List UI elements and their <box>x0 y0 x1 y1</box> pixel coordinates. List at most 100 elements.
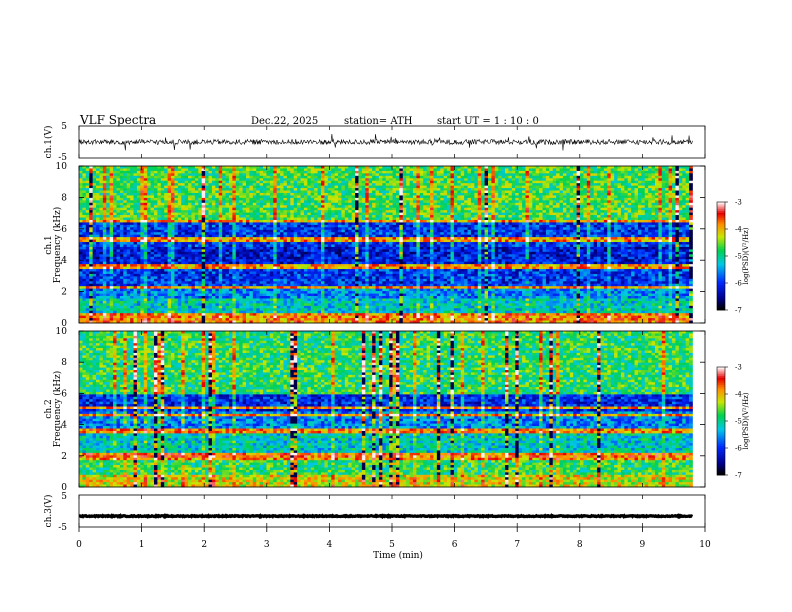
spectrogram-cell <box>689 186 693 189</box>
spectrogram-cell <box>120 176 124 179</box>
spectrogram-cell <box>604 166 608 169</box>
spectrogram-cell <box>669 186 673 189</box>
spectrogram-cell <box>243 178 247 181</box>
spectrogram-cell <box>236 168 240 171</box>
spectrogram-cell <box>413 173 417 176</box>
spectrogram-cell <box>587 176 591 179</box>
spectrogram-cell <box>287 178 291 181</box>
spectrogram-cell <box>430 176 434 179</box>
spectrogram-cell <box>307 168 311 171</box>
spectrogram-cell <box>447 168 451 171</box>
spectrogram-cell <box>236 188 240 191</box>
spectrogram-cell <box>290 173 294 176</box>
spectrogram-cell <box>277 181 281 184</box>
spectrogram-cell <box>379 176 383 179</box>
spectrogram-cell <box>645 168 649 171</box>
spectrogram-cell <box>416 171 420 174</box>
spectrogram-cell <box>321 183 325 186</box>
spectrogram-cell <box>345 188 349 191</box>
spectrogram-cell <box>96 176 100 179</box>
spectrogram-cell <box>226 178 230 181</box>
spectrogram-cell <box>171 186 175 189</box>
spectrogram-cell <box>682 176 686 179</box>
spectrogram-cell <box>457 176 461 179</box>
spectrogram-cell <box>270 188 274 191</box>
spectrogram-cell <box>471 188 475 191</box>
spectrogram-cell <box>324 181 328 184</box>
spectrogram-cell <box>202 176 206 179</box>
spectrogram-cell <box>618 173 622 176</box>
spectrogram-cell <box>171 181 175 184</box>
spectrogram-cell <box>205 166 209 169</box>
spectrogram-cell <box>215 188 219 191</box>
spectrogram-cell <box>624 178 628 181</box>
spectrogram-cell <box>239 186 243 189</box>
spectrogram-cell <box>529 168 533 171</box>
spectrogram-cell <box>587 181 591 184</box>
spectrogram-cell <box>451 176 455 179</box>
spectrogram-cell <box>430 168 434 171</box>
spectrogram-cell <box>110 171 114 174</box>
spectrogram-cell <box>134 168 138 171</box>
spectrogram-cell <box>502 173 506 176</box>
spectrogram-cell <box>249 173 253 176</box>
spectrogram-cell <box>652 168 656 171</box>
spectrogram-cell <box>635 173 639 176</box>
spectrogram-cell <box>273 183 277 186</box>
spectrogram-cell <box>433 171 437 174</box>
spectrogram-cell <box>624 166 628 169</box>
spectrogram-cell <box>468 173 472 176</box>
spectrogram-cell <box>437 171 441 174</box>
spectrogram-cell <box>280 186 284 189</box>
spectrogram-cell <box>157 183 161 186</box>
spectrogram-cell <box>662 166 666 169</box>
spectrogram-cell <box>151 166 155 169</box>
spectrogram-cell <box>655 186 659 189</box>
spectrogram-cell <box>454 181 458 184</box>
spectrogram-cell <box>505 176 509 179</box>
spectrogram-cell <box>82 178 86 181</box>
spectrogram-cell <box>447 181 451 184</box>
spectrogram-cell <box>239 171 243 174</box>
spectrogram-cell <box>403 188 407 191</box>
spectrogram-cell <box>174 173 178 176</box>
spectrogram-cell <box>604 186 608 189</box>
spectrogram-cell <box>413 183 417 186</box>
spectrogram-cell <box>549 178 553 181</box>
spectrogram-cell <box>321 173 325 176</box>
spectrogram-cell <box>444 173 448 176</box>
spectrogram-cell <box>573 181 577 184</box>
spectrogram-cell <box>362 176 366 179</box>
spectrogram-cell <box>614 186 618 189</box>
spectrogram-cell <box>110 173 114 176</box>
spectrogram-cell <box>202 168 206 171</box>
spectrogram-cell <box>379 171 383 174</box>
spectrogram-cell <box>99 171 103 174</box>
spectrogram-cell <box>594 171 598 174</box>
spectrogram-cell <box>96 181 100 184</box>
spectrogram-cell <box>416 178 420 181</box>
spectrogram-cell <box>205 168 209 171</box>
spectrogram-cell <box>485 183 489 186</box>
spectrogram-cell <box>164 186 168 189</box>
spectrogram-cell <box>413 168 417 171</box>
spectrogram-cell <box>689 183 693 186</box>
spectrogram-cell <box>116 186 120 189</box>
spectrogram-cell <box>205 186 209 189</box>
spectrogram-cell <box>675 183 679 186</box>
spectrogram-cell <box>590 186 594 189</box>
spectrogram-cell <box>491 183 495 186</box>
spectrogram-cell <box>215 183 219 186</box>
spectrogram-cell <box>188 173 192 176</box>
spectrogram-cell <box>209 168 213 171</box>
spectrogram-cell <box>679 178 683 181</box>
spectrogram-cell <box>665 173 669 176</box>
spectrogram-cell <box>120 178 124 181</box>
spectrogram-cell <box>195 171 199 174</box>
spectrogram-cell <box>151 181 155 184</box>
spectrogram-cell <box>468 171 472 174</box>
spectrogram-cell <box>229 166 233 169</box>
spectrogram-cell <box>430 171 434 174</box>
spectrogram-cell <box>113 173 117 176</box>
spectrogram-cell <box>324 186 328 189</box>
